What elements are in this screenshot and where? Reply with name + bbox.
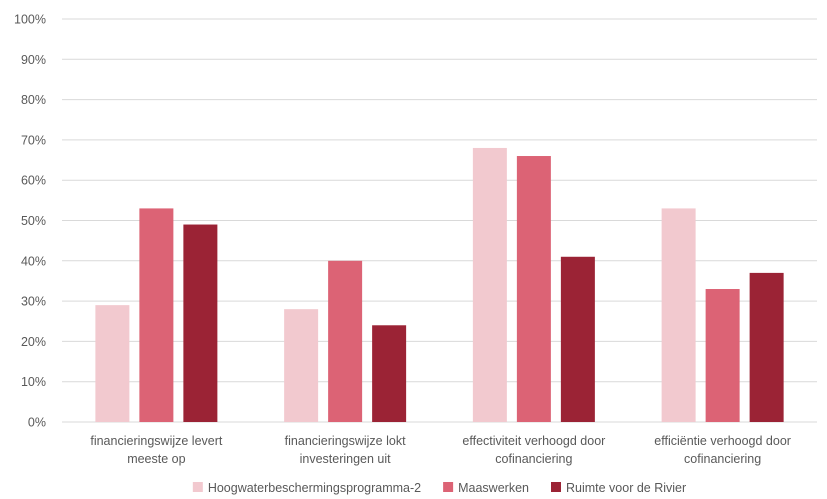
bars [95, 147, 784, 422]
bar [560, 256, 595, 422]
bar [661, 208, 696, 422]
bar [139, 208, 174, 422]
bar [183, 224, 218, 422]
gridlines [62, 18, 817, 423]
y-tick-label: 10% [21, 375, 46, 389]
y-tick-label: 70% [21, 133, 46, 147]
x-axis-category-labels: financieringswijze levert meeste op financ… [90, 434, 791, 466]
y-tick-label: 90% [21, 53, 46, 67]
y-tick-label: 50% [21, 214, 46, 228]
y-axis-tick-labels: 0% 10% 20% 30% 40% 50% 60% 70% 80% 90% 100% [14, 13, 46, 430]
x-category-label: efficiëntie verhoogd door [654, 434, 791, 448]
legend-swatch [192, 482, 203, 492]
legend-label: Hoogwaterbeschermingsprogramma-2 [208, 481, 421, 495]
y-tick-label: 60% [21, 174, 46, 188]
bar [372, 325, 407, 422]
legend-label: Maaswerken [458, 481, 529, 495]
legend: Hoogwaterbeschermingsprogramma-2 Maaswerk… [192, 481, 686, 495]
x-category-label: cofinanciering [495, 452, 572, 466]
bar [705, 289, 740, 422]
bar [284, 309, 319, 422]
legend-label: Ruimte voor de Rivier [566, 481, 686, 495]
y-tick-label: 40% [21, 254, 46, 268]
x-category-label: investeringen uit [300, 452, 392, 466]
x-category-label: cofinanciering [684, 452, 761, 466]
y-tick-label: 20% [21, 335, 46, 349]
x-category-label: financieringswijze lokt [285, 434, 406, 448]
y-tick-label: 80% [21, 93, 46, 107]
x-category-label: financieringswijze levert [90, 434, 223, 448]
y-tick-label: 0% [28, 416, 46, 430]
x-category-label: effectiviteit verhoogd door [462, 434, 605, 448]
x-category-label: meeste op [127, 452, 185, 466]
y-tick-label: 30% [21, 295, 46, 309]
bar [328, 260, 363, 422]
bar [472, 147, 507, 422]
legend-swatch [443, 482, 454, 492]
legend-swatch [550, 482, 561, 492]
bar [95, 305, 130, 422]
bar [749, 272, 784, 422]
bar [516, 156, 551, 422]
y-tick-label: 100% [14, 13, 46, 27]
